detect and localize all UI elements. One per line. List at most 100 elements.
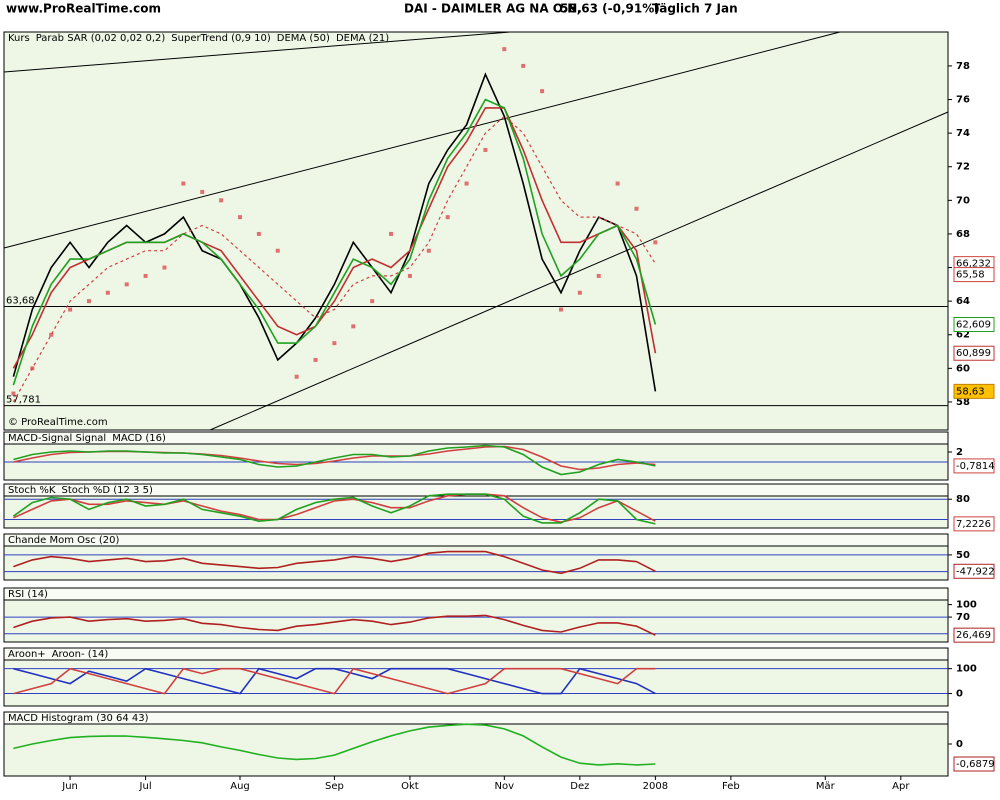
- last-value-box: [953, 627, 995, 643]
- site-name: www.ProRealTime.com: [6, 2, 161, 16]
- series-line: [13, 493, 656, 524]
- series-line: [12, 115, 656, 403]
- sar-dot: [596, 273, 601, 278]
- last-value-box: [953, 563, 995, 579]
- legend-entry: RSI (14): [8, 589, 48, 600]
- y-tick-label: 64: [956, 296, 970, 307]
- x-tick-label: Nov: [495, 781, 515, 792]
- series-line: [13, 667, 656, 695]
- y-tick-label: 50: [956, 550, 970, 561]
- sar-dot: [256, 231, 261, 236]
- channel-line: [3, 31, 841, 249]
- sar-dot: [313, 357, 318, 362]
- quote: 58,63 (-0,91%): [560, 2, 660, 16]
- y-tick-label: 2: [956, 447, 963, 458]
- last-value-label: 26,469: [956, 630, 991, 641]
- sar-dot: [577, 290, 582, 295]
- sar-dot: [351, 324, 356, 329]
- sar-dot: [407, 273, 412, 278]
- sar-dot: [540, 89, 545, 94]
- x-tick-label: Jul: [139, 781, 152, 792]
- legend-entry: DEMA (21): [336, 33, 389, 44]
- sar-dot: [124, 282, 129, 287]
- sar-dot: [464, 181, 469, 186]
- sar-dot: [370, 299, 375, 304]
- sar-dot: [200, 189, 205, 194]
- sar-dot: [483, 147, 488, 152]
- sar-dot: [86, 299, 91, 304]
- x-tick-label: Sep: [325, 781, 344, 792]
- panel-header: [3, 533, 949, 547]
- series-line: [12, 72, 657, 392]
- legend-entry: Aroon- (14): [52, 649, 109, 660]
- y-tick-label: 100: [956, 600, 977, 611]
- last-value-box: [953, 345, 995, 361]
- y-tick-label: 76: [956, 95, 970, 106]
- sar-dot: [445, 215, 450, 220]
- last-value-label: 66,232: [956, 259, 991, 270]
- last-value-box: [953, 458, 995, 474]
- last-value-box: [953, 383, 995, 399]
- panel-header: [3, 647, 949, 661]
- sar-dot: [389, 231, 394, 236]
- x-tick-label: Feb: [722, 781, 740, 792]
- series-line: [13, 723, 656, 766]
- sar-dot: [162, 265, 167, 270]
- series-line: [13, 444, 656, 476]
- y-tick-label: 68: [956, 229, 970, 240]
- x-tick-label: Jun: [61, 781, 78, 792]
- sar-dot: [521, 63, 526, 68]
- reference-label: 57,781: [6, 395, 41, 406]
- sar-dot: [11, 391, 16, 396]
- sar-dot: [634, 206, 639, 211]
- sar-dot: [49, 332, 54, 337]
- legend-entry: SuperTrend (0,9 10): [171, 33, 271, 44]
- last-value-label: 65,58: [956, 270, 985, 281]
- sar-dot: [558, 307, 563, 312]
- last-value-box: [953, 317, 995, 333]
- last-value-box: [953, 756, 995, 772]
- x-tick-label: Mär: [816, 781, 836, 792]
- sar-dot: [615, 181, 620, 186]
- panel-header: [3, 587, 949, 601]
- x-tick-label: Dez: [570, 781, 589, 792]
- legend-entry: MACD Histogram (30 64 43): [8, 713, 149, 724]
- x-tick-label: Okt: [401, 781, 419, 792]
- series-line: [13, 550, 656, 575]
- period: Täglich 7 Jan: [652, 2, 738, 16]
- last-value-label: -0,7814: [956, 461, 995, 472]
- sar-dot: [294, 374, 299, 379]
- y-tick-label: 100: [956, 664, 977, 675]
- sar-dot: [502, 47, 507, 52]
- legend-entry: DEMA (50): [277, 33, 330, 44]
- legend-entry: Stoch %D (12 3 5): [61, 485, 152, 496]
- y-tick-label: 0: [956, 739, 963, 750]
- last-value-label: -0,6879: [956, 759, 995, 770]
- last-value-label: 7,2226: [956, 519, 991, 530]
- panel-frame: [3, 31, 949, 431]
- watermark: © ProRealTime.com: [8, 417, 108, 428]
- y-tick-label: 72: [956, 162, 970, 173]
- last-value-box: [953, 267, 995, 283]
- x-tick-label: Apr: [892, 781, 910, 792]
- panel-header: [3, 483, 949, 497]
- legend-entry: Parab SAR (0,02 0,02 0,2): [36, 33, 166, 44]
- y-tick-label: 0: [956, 689, 963, 700]
- sar-dot: [219, 198, 224, 203]
- last-value-label: 58,63: [956, 386, 985, 397]
- y-tick-label: 78: [956, 61, 970, 72]
- legend-entry: MACD-Signal Signal: [8, 433, 106, 444]
- sar-dot: [332, 341, 337, 346]
- legend-entry: Chande Mom Osc (20): [8, 535, 120, 546]
- last-value-box: [953, 516, 995, 532]
- y-tick-label: 80: [956, 494, 970, 505]
- y-tick-label: 74: [956, 128, 970, 139]
- panel-header: [3, 431, 949, 445]
- series-line: [12, 493, 656, 525]
- instrument: DAI - DAIMLER AG NA O.N.: [404, 2, 582, 16]
- series-line: [13, 667, 656, 695]
- trend-channel: [3, 31, 949, 431]
- last-value-label: 62,609: [956, 320, 991, 331]
- legend-entry: Aroon+: [8, 649, 46, 660]
